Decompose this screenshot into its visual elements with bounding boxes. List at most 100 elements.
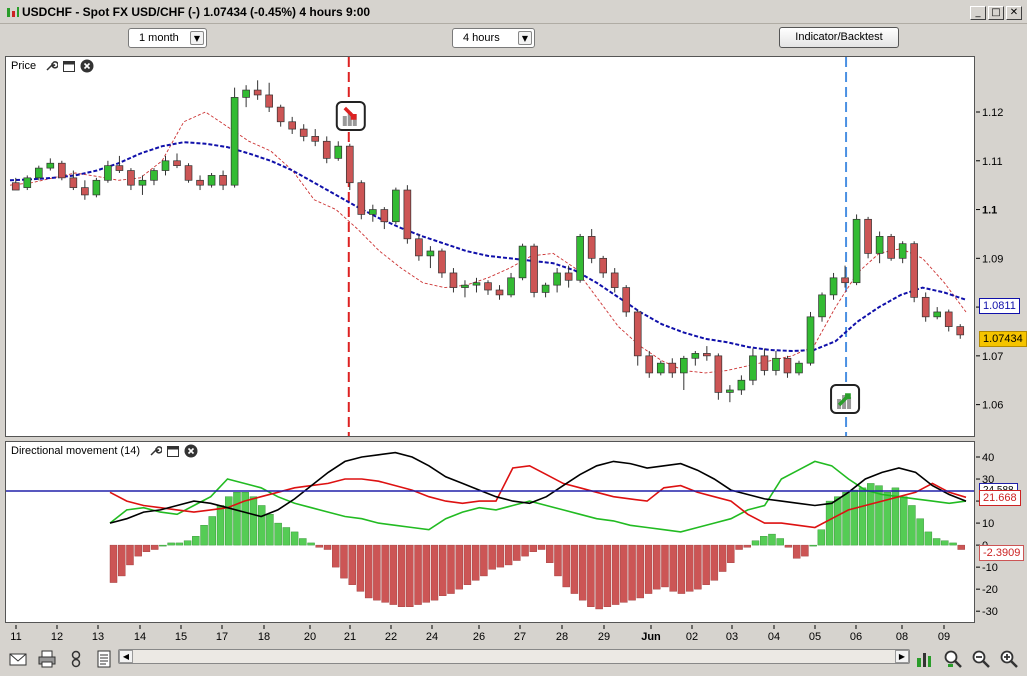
bottom-toolbar bbox=[0, 645, 1027, 676]
link-icon[interactable] bbox=[66, 649, 86, 669]
buy-arrow-icon bbox=[837, 393, 851, 407]
negative-histogram-bar bbox=[513, 544, 521, 561]
signal-bar bbox=[342, 116, 347, 126]
bullish-candle bbox=[23, 177, 32, 188]
bearish-candle bbox=[196, 179, 204, 186]
period-select[interactable]: 1 month ▼ bbox=[128, 28, 207, 48]
bullish-candle bbox=[369, 209, 377, 215]
bullish-candle bbox=[461, 284, 469, 288]
ma-value-tag: 1.0811 bbox=[979, 298, 1020, 314]
signal-bar bbox=[352, 114, 357, 126]
price-chart[interactable] bbox=[6, 57, 974, 436]
window-icon[interactable] bbox=[166, 444, 180, 458]
close-window-button[interactable]: ✕ bbox=[1006, 6, 1022, 20]
email-icon[interactable] bbox=[8, 649, 28, 669]
bullish-candle bbox=[230, 97, 239, 186]
negative-histogram-bar bbox=[109, 544, 118, 583]
bullish-candle bbox=[691, 353, 700, 359]
bullish-candle bbox=[772, 357, 780, 371]
negative-histogram-bar bbox=[636, 544, 644, 599]
date-tick-label: 22 bbox=[385, 631, 397, 643]
price-tick-label: 1.09 bbox=[982, 253, 1003, 265]
positive-histogram-bar bbox=[891, 487, 900, 546]
wrench-icon[interactable] bbox=[148, 444, 162, 458]
bearish-candle bbox=[11, 182, 20, 191]
zoom-select-icon[interactable] bbox=[943, 649, 963, 669]
bearish-candle bbox=[288, 121, 296, 130]
positive-histogram-bar bbox=[208, 516, 216, 546]
price-tick-label: 1.11 bbox=[982, 156, 1003, 168]
negative-histogram-bar bbox=[661, 544, 669, 588]
negative-histogram-bar bbox=[620, 544, 628, 603]
dm-tick-label: -20 bbox=[982, 584, 998, 596]
negative-histogram-bar bbox=[957, 544, 965, 550]
dm-tick-label: 10 bbox=[982, 518, 994, 530]
window-icon[interactable] bbox=[62, 59, 76, 73]
positive-histogram-bar bbox=[768, 533, 776, 546]
directional-movement-panel[interactable]: Directional movement (14) bbox=[5, 441, 975, 623]
bearish-candle bbox=[841, 277, 849, 284]
close-panel-icon[interactable] bbox=[80, 59, 94, 73]
dm-y-axis: 403020100-10-20-30 bbox=[976, 452, 998, 618]
negative-histogram-bar bbox=[471, 544, 480, 581]
negative-histogram-bar bbox=[504, 544, 513, 566]
chart-type-icon[interactable] bbox=[914, 649, 934, 669]
negative-histogram-bar bbox=[118, 544, 126, 577]
positive-histogram-bar bbox=[875, 485, 883, 546]
date-tick-label: 27 bbox=[514, 631, 526, 643]
negative-histogram-bar bbox=[323, 544, 332, 550]
positive-histogram-bar bbox=[249, 496, 258, 546]
directional-movement-chart[interactable] bbox=[6, 442, 974, 622]
date-tick-label: 26 bbox=[473, 631, 485, 643]
negative-histogram-bar bbox=[315, 544, 323, 548]
minimize-button[interactable]: _ bbox=[970, 6, 986, 20]
chevron-down-icon[interactable]: ▼ bbox=[518, 31, 532, 45]
zoom-in-icon[interactable] bbox=[999, 649, 1019, 669]
bullish-candle bbox=[656, 362, 665, 374]
horizontal-scrollbar[interactable]: ◀ ▶ bbox=[118, 649, 910, 664]
negative-histogram-bar bbox=[463, 544, 472, 585]
bearish-candle bbox=[622, 287, 631, 313]
indicator-backtest-button[interactable]: Indicator/Backtest bbox=[779, 27, 899, 48]
bearish-candle bbox=[449, 272, 458, 288]
buy-signal-badge bbox=[830, 384, 861, 414]
bearish-candle bbox=[530, 245, 538, 293]
slow-moving-average-line bbox=[9, 141, 967, 353]
bearish-candle bbox=[415, 238, 423, 257]
positive-histogram-bar bbox=[216, 505, 225, 546]
scroll-right-button[interactable]: ▶ bbox=[895, 650, 909, 663]
negative-histogram-bar bbox=[373, 544, 381, 601]
bullish-candle bbox=[104, 165, 112, 181]
timeframe-select[interactable]: 4 hours ▼ bbox=[452, 28, 535, 48]
signal-bar bbox=[847, 397, 852, 409]
bullish-candle bbox=[933, 311, 942, 318]
price-chart-panel[interactable]: Price bbox=[5, 56, 975, 437]
bullish-candle bbox=[806, 316, 815, 364]
notes-icon[interactable] bbox=[94, 649, 114, 669]
positive-histogram-bar bbox=[266, 514, 274, 546]
scroll-left-button[interactable]: ◀ bbox=[119, 650, 133, 663]
chevron-down-icon[interactable]: ▼ bbox=[190, 31, 204, 45]
negative-histogram-bar bbox=[702, 544, 710, 585]
bearish-candle bbox=[645, 355, 654, 374]
negative-histogram-bar bbox=[150, 544, 159, 550]
bullish-candle bbox=[541, 284, 550, 293]
wrench-icon[interactable] bbox=[44, 59, 59, 73]
restore-button[interactable]: □ bbox=[988, 6, 1004, 20]
bearish-candle bbox=[944, 311, 953, 327]
positive-histogram-bar bbox=[200, 525, 208, 546]
bearish-candle bbox=[587, 236, 596, 259]
date-tick-label: 20 bbox=[304, 631, 316, 643]
date-tick-label: 12 bbox=[51, 631, 63, 643]
bullish-candle bbox=[46, 162, 55, 169]
bearish-candle bbox=[58, 162, 66, 179]
negative-histogram-bar bbox=[521, 544, 529, 557]
negative-histogram-bar bbox=[611, 544, 620, 605]
positive-histogram-bar bbox=[290, 531, 299, 546]
negative-histogram-bar bbox=[529, 544, 537, 552]
bullish-candle bbox=[795, 362, 803, 374]
close-panel-icon[interactable] bbox=[184, 444, 198, 458]
zoom-out-icon[interactable] bbox=[971, 649, 991, 669]
dm-histogram-value-tag: -2.3909 bbox=[979, 545, 1025, 561]
print-icon[interactable] bbox=[37, 649, 57, 669]
